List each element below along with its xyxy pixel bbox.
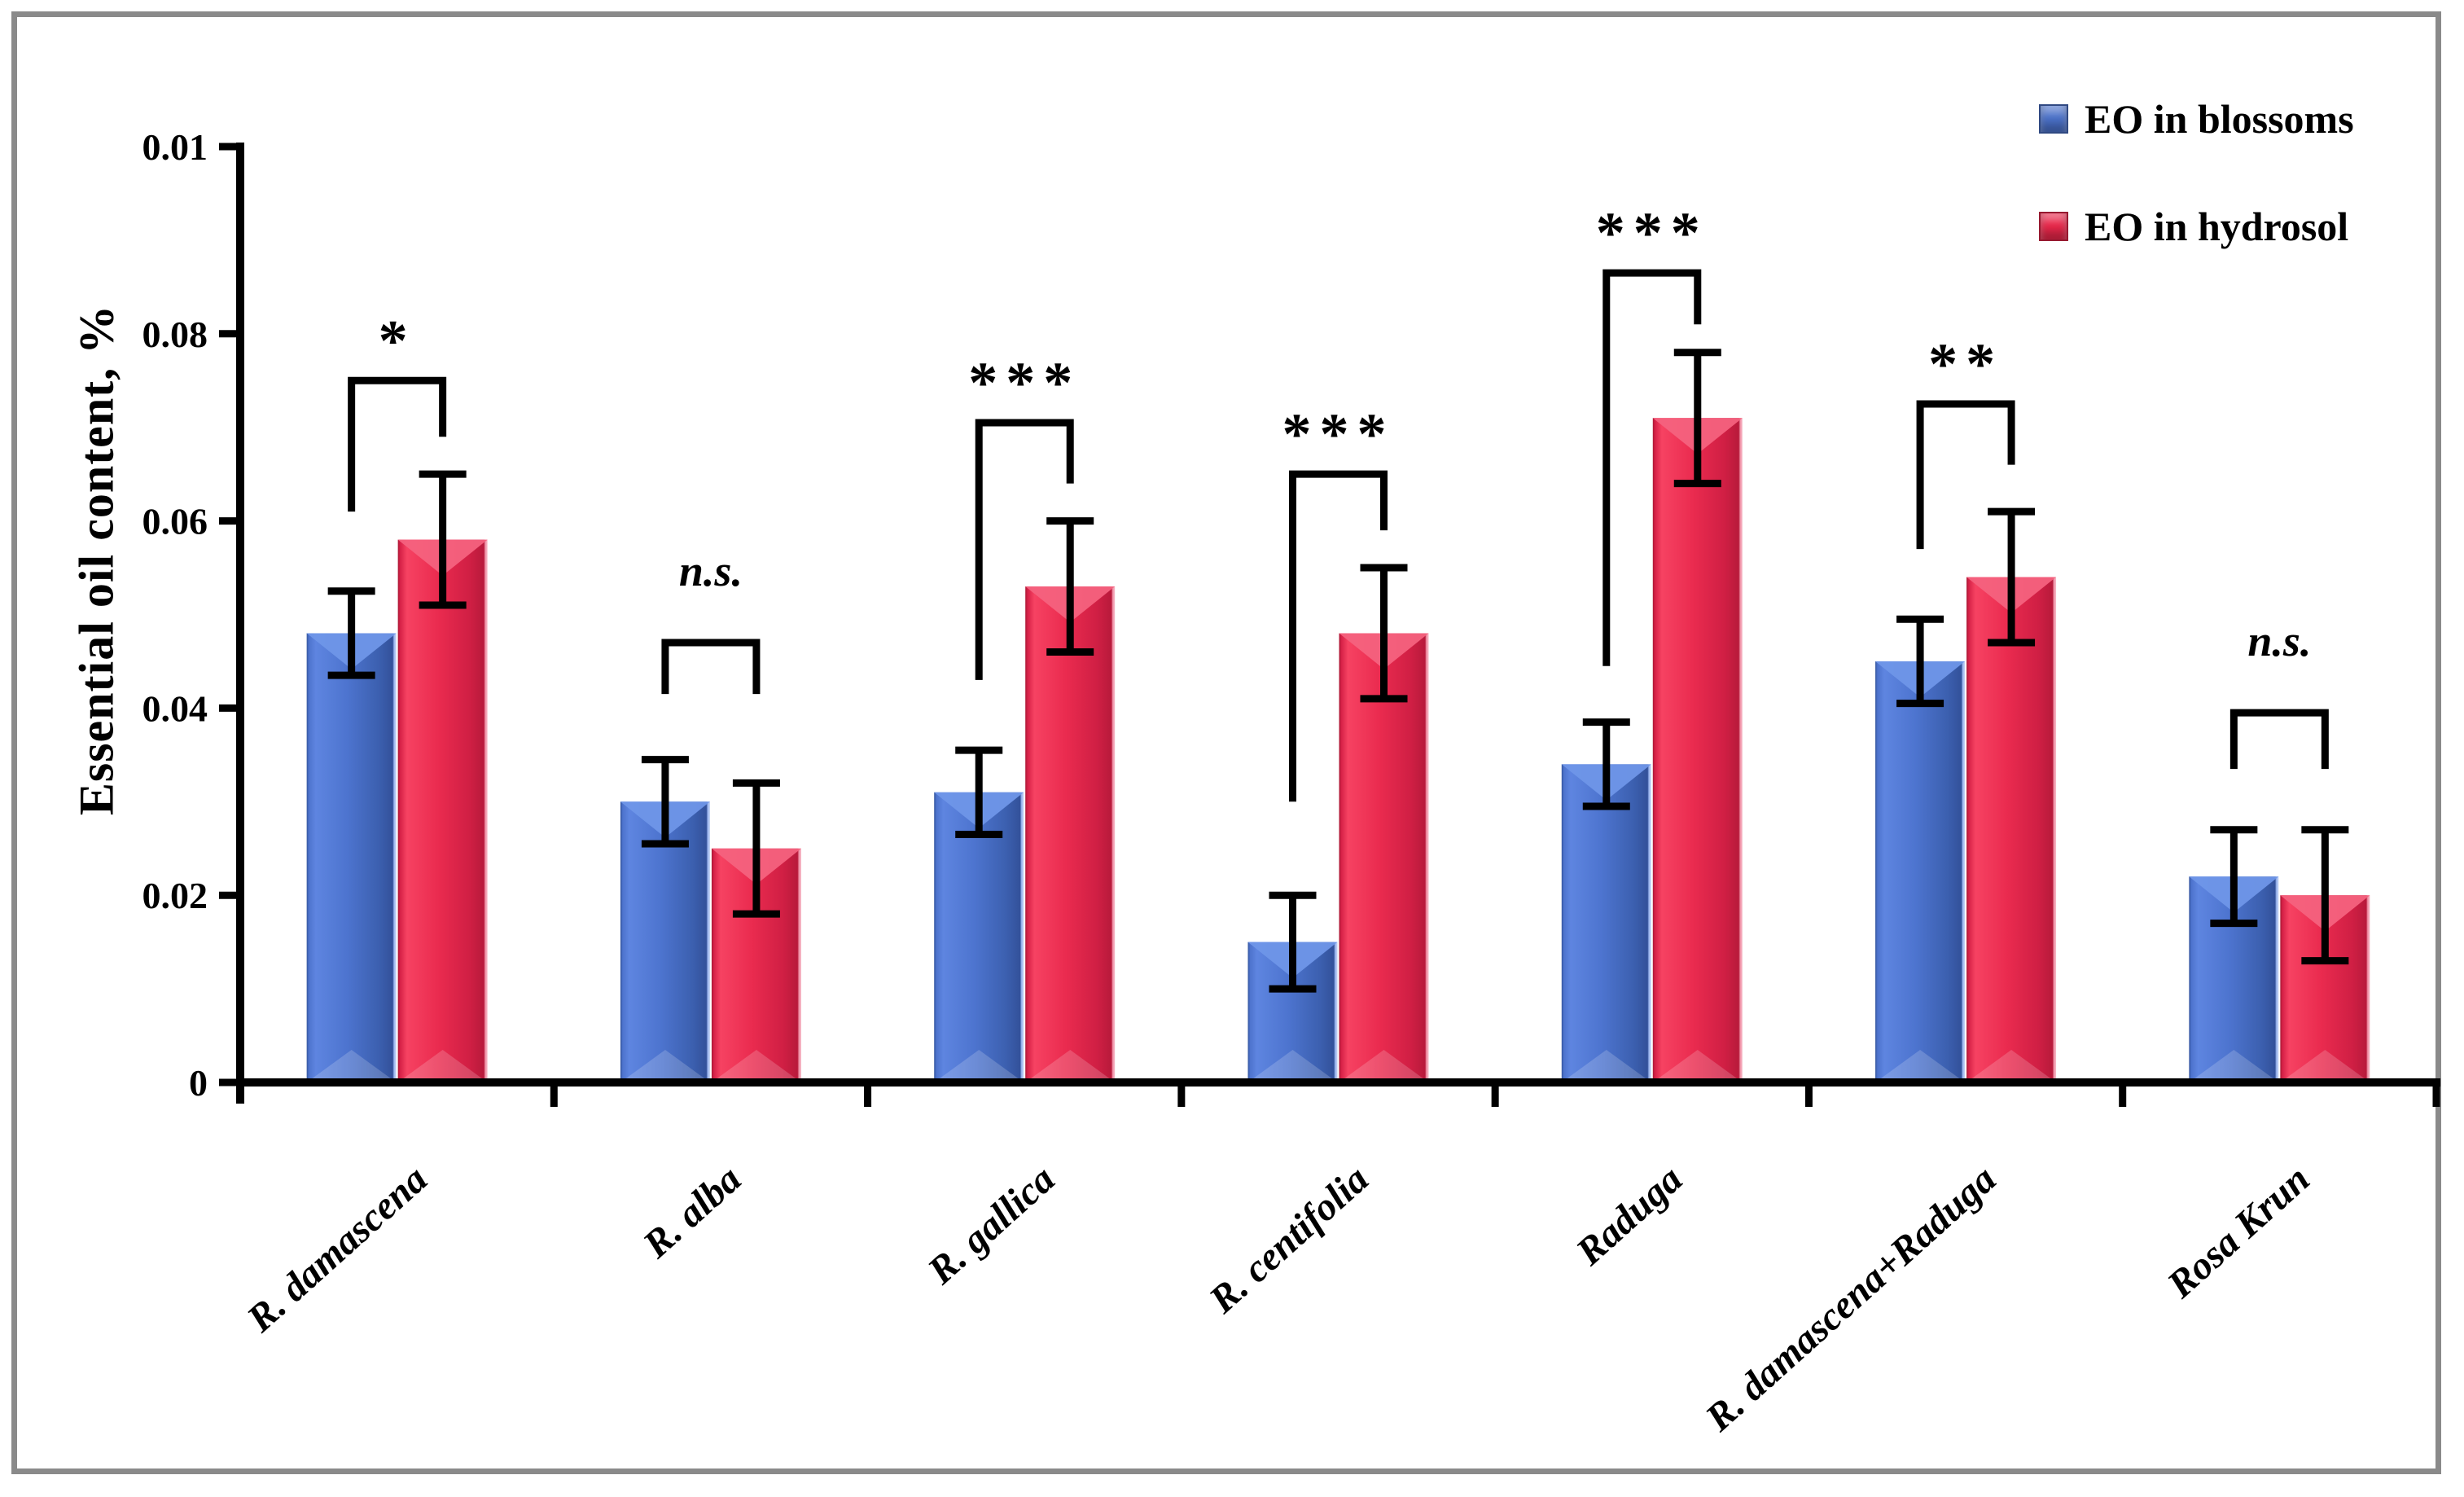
error-bar-eo-in-blossoms-r-damascena-raduga	[1896, 615, 1944, 708]
y-axis-title: Essential oil content, %	[69, 304, 124, 816]
legend: EO in blossoms EO in hydrosol	[2039, 95, 2354, 250]
significance-label-r-alba: n.s.	[679, 547, 743, 595]
significance-label-raduga: ***	[1596, 200, 1708, 266]
bar-eo-in-hydrosol-raduga	[1652, 418, 1743, 1082]
error-bar-eo-in-blossoms-r-gallica	[955, 746, 1003, 839]
significance-bracket-rosa-krun	[2229, 709, 2329, 770]
y-tick-label: 0.01	[142, 126, 208, 168]
bar-eo-in-hydrosol-r-gallica	[1025, 586, 1116, 1082]
bar-eo-in-blossoms-r-gallica	[934, 792, 1024, 1082]
x-category-label-raduga: Raduga	[1567, 1157, 1690, 1275]
bar-chart: *n.s.***********n.s.00.020.040.060.080.0…	[142, 126, 2440, 1440]
significance-bracket-raduga	[1602, 269, 1702, 666]
legend-label-blossoms: EO in blossoms	[2085, 96, 2354, 142]
error-bar-eo-in-hydrosol-r-centifolia	[1360, 564, 1408, 703]
significance-bracket-r-damascena-raduga	[1916, 400, 2015, 550]
bar-eo-in-blossoms-r-alba	[620, 801, 710, 1082]
error-bar-eo-in-blossoms-rosa-krun	[2210, 826, 2258, 928]
error-bar-eo-in-hydrosol-r-damascena	[419, 470, 467, 609]
x-category-label-r-gallica: R. gallica	[919, 1157, 1063, 1293]
significance-bracket-r-damascena	[348, 376, 447, 512]
error-bar-eo-in-hydrosol-r-gallica	[1046, 517, 1094, 656]
x-category-label-r-damascena: R. damascena	[239, 1157, 436, 1341]
y-tick-label: 0.04	[142, 687, 208, 729]
legend-item-blossoms: EO in blossoms	[2039, 95, 2354, 143]
error-bar-eo-in-blossoms-r-centifolia	[1269, 891, 1317, 993]
significance-bracket-r-gallica	[975, 419, 1074, 680]
y-tick-label: 0.06	[142, 501, 208, 542]
error-bar-eo-in-hydrosol-rosa-krun	[2301, 826, 2349, 965]
error-bar-eo-in-hydrosol-r-alba	[732, 779, 780, 918]
significance-label-r-damascena-raduga: **	[1928, 331, 2003, 397]
y-tick-label: 0.02	[142, 875, 208, 916]
x-category-label-r-alba: R. alba	[634, 1157, 749, 1267]
x-category-label-r-damascena-raduga: R. damascena+Raduga	[1697, 1157, 2005, 1440]
error-bar-eo-in-hydrosol-raduga	[1673, 349, 1721, 488]
bar-eo-in-hydrosol-r-damascena-raduga	[1966, 577, 2057, 1082]
bar-eo-in-hydrosol-r-damascena	[397, 539, 488, 1082]
error-bar-eo-in-blossoms-raduga	[1582, 718, 1630, 810]
error-bar-eo-in-blossoms-r-damascena	[327, 587, 375, 679]
significance-bracket-r-centifolia	[1289, 470, 1388, 802]
significance-label-r-damascena: *	[379, 308, 416, 373]
bar-eo-in-blossoms-raduga	[1561, 764, 1651, 1082]
y-tick-label: 0	[189, 1062, 208, 1104]
significance-label-rosa-krun: n.s.	[2247, 617, 2311, 665]
chart-frame: * n.s. *** *** *** ** n.s. 0 0.02 0.04 0.06 0.08 0.0…	[11, 11, 2441, 1474]
bar-eo-in-blossoms-r-damascena-raduga	[1875, 661, 1966, 1082]
error-bar-eo-in-blossoms-r-alba	[641, 756, 689, 848]
legend-label-hydrosol: EO in hydrosol	[2085, 204, 2349, 249]
bar-eo-in-hydrosol-rosa-krun	[2280, 895, 2370, 1082]
legend-item-hydrosol: EO in hydrosol	[2039, 203, 2354, 250]
bar-eo-in-hydrosol-r-centifolia	[1339, 633, 1429, 1082]
axes	[236, 143, 2440, 1104]
bar-eo-in-blossoms-r-damascena	[306, 633, 397, 1082]
y-tick-label: 0.08	[142, 314, 208, 355]
x-category-label-r-centifolia: R. centifolia	[1200, 1157, 1377, 1322]
significance-label-r-centifolia: ***	[1282, 402, 1395, 467]
legend-swatch-hydrosol-icon	[2039, 212, 2068, 241]
error-bar-eo-in-hydrosol-r-damascena-raduga	[1988, 507, 2036, 647]
legend-swatch-blossoms-icon	[2039, 104, 2068, 134]
x-category-label-rosa-krun: Rosa Krun	[2159, 1157, 2318, 1307]
significance-label-r-gallica: ***	[968, 350, 1081, 415]
significance-bracket-r-alba	[661, 639, 761, 695]
